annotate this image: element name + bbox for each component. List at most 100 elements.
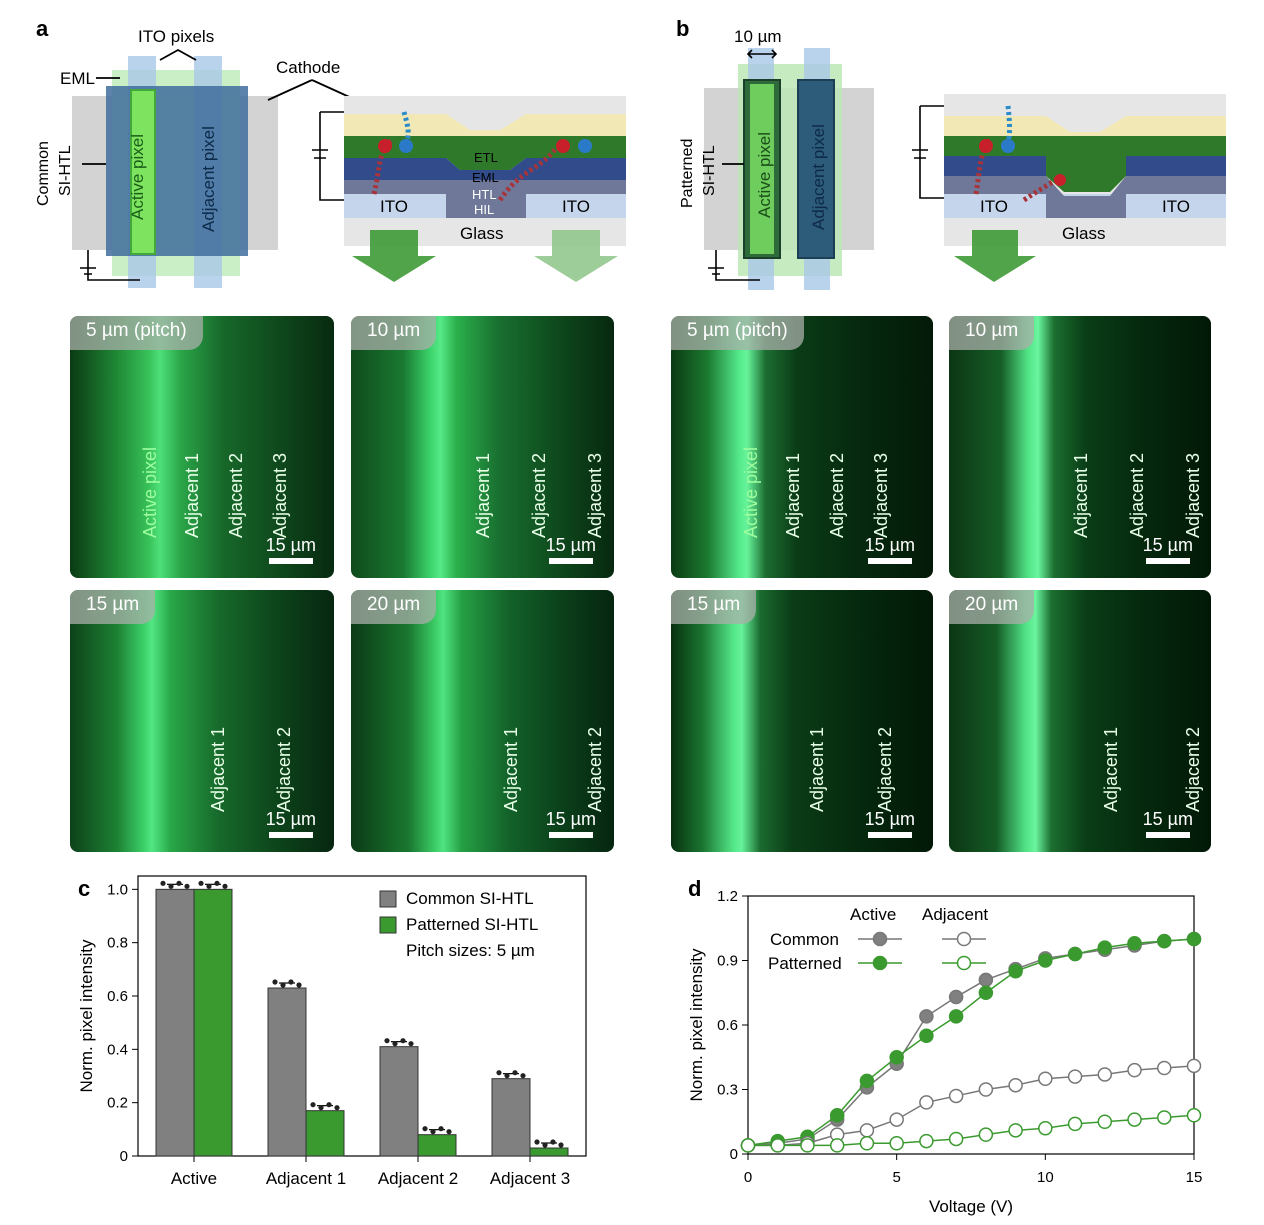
data-point (392, 1041, 398, 1047)
series-point (1067, 946, 1083, 962)
legend-marker (872, 931, 888, 947)
data-point (184, 883, 190, 889)
micrograph-label: Adjacent 3 (1183, 452, 1203, 538)
series-point (919, 1095, 934, 1110)
scale-bar: 15 µm (546, 535, 596, 564)
scale-bar-line (867, 832, 912, 838)
scale-bar-label: 15 µm (265, 809, 316, 829)
series-point (770, 1138, 785, 1153)
panel-letter-a: a (36, 16, 49, 41)
series-point (1097, 1067, 1113, 1082)
x-tick-label: Active (171, 1169, 217, 1188)
scale-bar-label: 15 µm (1142, 535, 1193, 555)
x-tick-label: 10 (1037, 1169, 1054, 1186)
series-point (948, 989, 964, 1005)
series-point (1038, 1120, 1053, 1136)
data-point (438, 1126, 444, 1132)
series-point (948, 1009, 964, 1024)
side-label-b-1: Patterned (679, 139, 696, 208)
scale-bar: 15 µm (266, 535, 316, 564)
micrograph-label: Adjacent 3 (270, 452, 290, 538)
scale-bar: 15 µm (1143, 809, 1193, 838)
legend-swatch (379, 916, 397, 934)
data-point (206, 883, 212, 889)
scale-bar-label: 15 µm (545, 535, 596, 555)
width-label-b: 10 µm (734, 27, 782, 46)
x-axis-label: Voltage (V) (929, 1197, 1013, 1216)
side-label-b-2: SI-HTL (701, 145, 718, 196)
series-point (978, 1127, 994, 1142)
legend-label: Patterned SI-HTL (406, 915, 538, 934)
ito-right-label-b: ITO (1162, 197, 1190, 216)
scale-bar-line (1145, 558, 1190, 564)
micrograph-label: Adjacent 3 (585, 452, 605, 538)
scale-bar-line (268, 832, 313, 838)
cathode-layer (106, 86, 248, 256)
series-point (919, 1028, 934, 1043)
series-point (1186, 1058, 1202, 1074)
legend-row-common: Common (770, 930, 839, 949)
y-tick-label: 0.9 (717, 953, 738, 970)
panel-letter-c: c (78, 876, 90, 901)
x-tick-label: 15 (1186, 1169, 1203, 1186)
data-point (272, 979, 278, 985)
data-point (288, 979, 294, 985)
series-point (829, 1108, 845, 1123)
y-axis-label: Norm. pixel intensity (77, 939, 96, 1093)
series-line (748, 1065, 1195, 1147)
micrograph-b-20um: 20 µm Adjacent 1 Adjacent 2 15 µm (949, 590, 1211, 852)
micrograph-tag: 5 µm (pitch) (70, 316, 203, 350)
ito-pixels-label: ITO pixels (138, 27, 214, 46)
x-tick-label: Adjacent 3 (490, 1169, 570, 1188)
legend-col-adjacent: Adjacent (922, 905, 988, 924)
y-tick-label: 0.3 (717, 1082, 738, 1099)
data-point (280, 982, 286, 988)
data-point (160, 880, 166, 886)
series-point (1067, 1116, 1083, 1132)
micrograph-b-15um: 15 µm Adjacent 1 Adjacent 2 15 µm (671, 590, 933, 852)
series-point (978, 1082, 994, 1097)
micrograph-label: Adjacent 2 (827, 452, 847, 538)
scale-bar-label: 15 µm (864, 809, 915, 829)
series-point (978, 985, 994, 1000)
ito-left-label-a: ITO (380, 197, 408, 216)
data-point (198, 880, 204, 886)
scale-bar: 15 µm (865, 809, 915, 838)
x-tick-label: Adjacent 2 (378, 1169, 458, 1188)
micrograph-tag: 10 µm (949, 316, 1035, 350)
chart-note: Pitch sizes: 5 µm (406, 941, 535, 960)
series-point (948, 1088, 964, 1104)
series-point (859, 1123, 875, 1138)
cathode-label: Cathode (276, 58, 340, 77)
micrograph-label: Adjacent 2 (1183, 726, 1203, 812)
series-line (747, 938, 1195, 1147)
series-point (1067, 1069, 1083, 1084)
series-point (1008, 1077, 1023, 1093)
data-point (534, 1139, 540, 1145)
micrograph-label: Adjacent 1 (1101, 726, 1121, 812)
legend-marker (956, 955, 972, 971)
bar (491, 1078, 531, 1157)
width-arrow-b (746, 49, 778, 59)
cross-section-a (312, 96, 626, 282)
data-point (222, 883, 228, 889)
micrograph-a-5um: 5 µm (pitch) Active pixel Adjacent 1 Adjace… (70, 316, 334, 578)
series-point (889, 1050, 904, 1065)
cathode-pointer (267, 79, 357, 101)
micrograph-tag: 10 µm (351, 316, 437, 350)
micrograph-label: Adjacent 2 (1127, 452, 1147, 538)
series-point (978, 972, 994, 988)
y-axis-label: Norm. pixel intensity (687, 948, 706, 1102)
bar (267, 987, 307, 1157)
ito-right-label-a: ITO (562, 197, 590, 216)
micrograph-label: Adjacent 1 (208, 726, 228, 812)
series-point (919, 1009, 934, 1024)
data-point (318, 1105, 324, 1111)
data-point (326, 1102, 332, 1108)
plot-frame (137, 875, 587, 1157)
legend-row-patterned: Patterned (768, 954, 842, 973)
micrograph-a-20um: 20 µm Adjacent 1 Adjacent 2 15 µm (351, 590, 614, 852)
panel-letter-d: d (688, 876, 701, 901)
etl-label: ETL (474, 150, 498, 165)
scale-bar: 15 µm (546, 809, 596, 838)
